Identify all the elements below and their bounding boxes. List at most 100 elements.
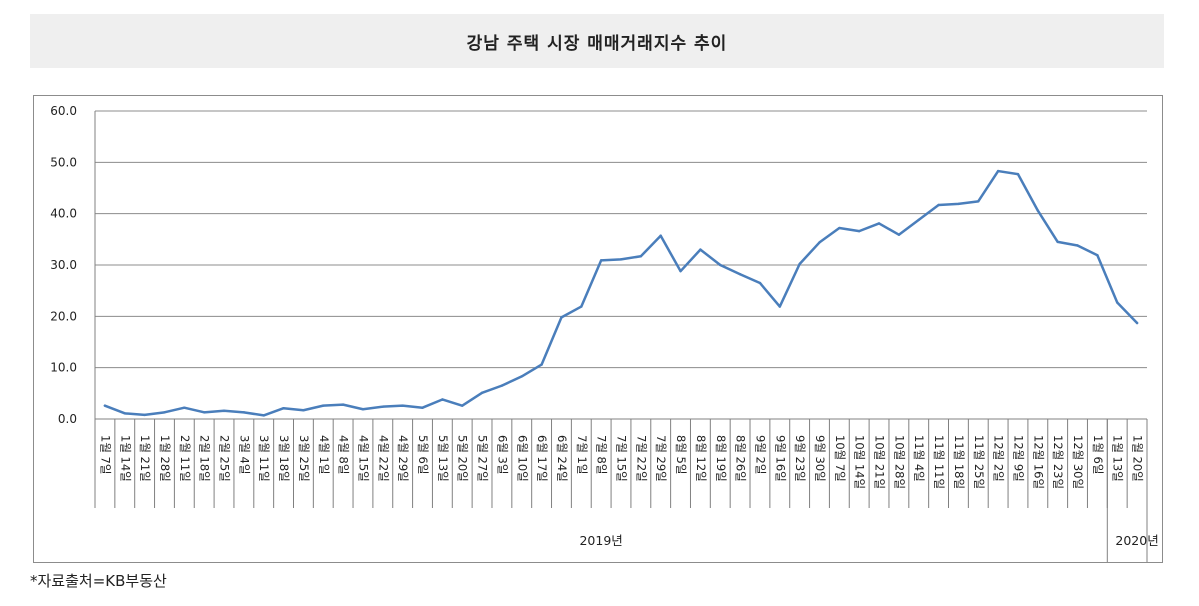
data-point <box>996 169 1000 173</box>
data-point <box>619 258 623 261</box>
data-point <box>738 273 742 276</box>
data-point <box>798 262 801 266</box>
data-point <box>302 409 305 412</box>
x-tick-label: 12월 9일 <box>1011 435 1025 482</box>
x-tick-label: 1월 28일 <box>158 435 172 482</box>
x-tick-label: 10월 28일 <box>892 435 906 489</box>
data-point <box>1076 244 1079 247</box>
x-tick-label: 10월 21일 <box>873 435 887 489</box>
data-point <box>421 406 424 409</box>
x-tick-label: 7월 8일 <box>595 435 609 474</box>
data-point <box>441 398 444 401</box>
x-tick-label: 1월 14일 <box>118 435 132 482</box>
data-point <box>361 408 365 411</box>
data-point <box>401 404 404 407</box>
data-point <box>1135 321 1139 325</box>
x-tick-label: 6월 10일 <box>515 435 529 482</box>
data-point <box>500 384 504 387</box>
data-point <box>202 411 206 414</box>
year-group-label: 2020년 <box>1115 533 1158 548</box>
source-note: *자료출처=KB부동산 <box>30 572 167 590</box>
x-tick-label: 6월 3일 <box>495 435 509 474</box>
x-tick-label: 4월 8일 <box>337 435 351 474</box>
data-point <box>322 404 325 407</box>
data-point <box>103 404 107 407</box>
x-tick-label: 12월 30일 <box>1071 435 1085 489</box>
x-tick-label: 5월 6일 <box>416 435 430 474</box>
data-point <box>699 248 702 251</box>
plot-frame <box>33 95 1163 563</box>
data-point <box>520 375 523 378</box>
x-tick-label: 11월 4일 <box>912 435 926 482</box>
data-point <box>599 259 603 262</box>
data-point <box>937 203 940 207</box>
y-tick-label: 50.0 <box>50 155 77 169</box>
x-tick-label: 9월 23일 <box>793 435 807 482</box>
data-point <box>242 411 246 414</box>
data-point <box>381 405 385 408</box>
x-tick-label: 8월 26일 <box>734 435 748 482</box>
y-tick-label: 10.0 <box>50 361 77 375</box>
data-point <box>560 316 563 319</box>
x-tick-label: 1월 7일 <box>98 435 112 474</box>
x-tick-label: 1월 6일 <box>1091 435 1105 474</box>
x-tick-label: 10월 14일 <box>853 435 867 489</box>
x-tick-label: 6월 17일 <box>535 435 549 482</box>
data-point <box>818 241 821 244</box>
x-tick-label: 4월 15일 <box>356 435 370 482</box>
x-tick-label: 5월 27일 <box>476 435 490 482</box>
data-point <box>282 407 285 410</box>
data-point <box>719 263 722 267</box>
data-point <box>1016 172 1020 176</box>
data-point <box>877 222 881 225</box>
x-tick-label: 10월 7일 <box>833 435 847 482</box>
data-point <box>778 305 781 308</box>
data-point <box>857 229 861 233</box>
x-tick-label: 4월 22일 <box>376 435 390 482</box>
x-tick-label: 1월 20일 <box>1131 435 1145 482</box>
x-tick-label: 9월 16일 <box>773 435 787 482</box>
data-point <box>222 409 226 412</box>
data-point <box>977 200 980 203</box>
data-point <box>123 412 126 415</box>
chart-title-bar: 강남 주택 시장 매매거래지수 추이 <box>30 14 1164 68</box>
x-tick-label: 3월 4일 <box>237 435 251 474</box>
x-tick-label: 11월 11일 <box>932 435 946 489</box>
data-point <box>461 404 464 407</box>
x-tick-label: 7월 1일 <box>575 435 589 474</box>
data-point <box>580 305 583 308</box>
x-tick-label: 1월 13일 <box>1111 435 1125 482</box>
data-point <box>1036 209 1040 212</box>
data-point <box>917 218 920 222</box>
series-line <box>103 169 1139 417</box>
x-tick-label: 5월 13일 <box>436 435 450 482</box>
data-point <box>1096 254 1099 257</box>
data-point <box>540 363 543 366</box>
y-tick-label: 60.0 <box>50 104 77 118</box>
year-group-label: 2019년 <box>579 533 622 548</box>
y-tick-label: 40.0 <box>50 207 77 221</box>
x-tick-label: 7월 15일 <box>615 435 629 482</box>
data-point <box>1056 240 1059 244</box>
x-tick-label: 5월 20일 <box>456 435 470 482</box>
x-tick-label: 3월 18일 <box>277 435 291 482</box>
chart-title: 강남 주택 시장 매매거래지수 추이 <box>466 33 728 54</box>
data-point <box>480 391 484 395</box>
data-point <box>143 413 146 417</box>
data-point <box>639 255 643 258</box>
x-tick-label: 7월 22일 <box>634 435 648 482</box>
x-tick-label: 12월 23일 <box>1051 435 1065 489</box>
data-point <box>659 234 662 237</box>
x-tick-label: 1월 21일 <box>138 435 152 482</box>
data-point <box>758 281 762 285</box>
y-tick-label: 30.0 <box>50 258 77 272</box>
data-point <box>163 411 166 414</box>
data-point <box>897 233 901 236</box>
y-tick-label: 0.0 <box>58 412 77 426</box>
x-tick-label: 11월 18일 <box>952 435 966 489</box>
data-point <box>262 414 265 417</box>
x-tick-label: 11월 25일 <box>972 435 986 489</box>
data-point <box>679 269 682 273</box>
x-tick-label: 3월 25일 <box>297 435 311 482</box>
